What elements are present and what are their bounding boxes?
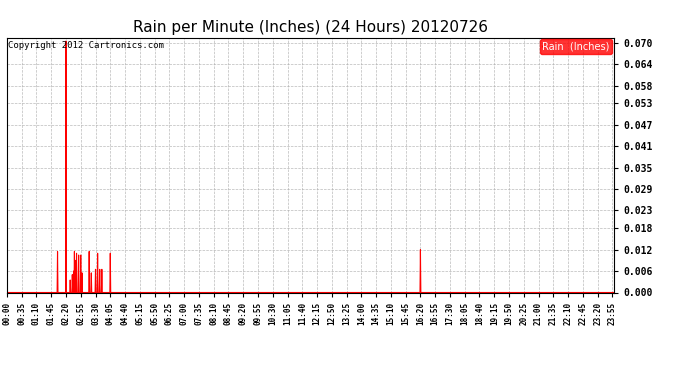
Text: Copyright 2012 Cartronics.com: Copyright 2012 Cartronics.com (8, 41, 164, 50)
Title: Rain per Minute (Inches) (24 Hours) 20120726: Rain per Minute (Inches) (24 Hours) 2012… (133, 20, 488, 35)
Legend: Rain  (Inches): Rain (Inches) (540, 39, 612, 54)
